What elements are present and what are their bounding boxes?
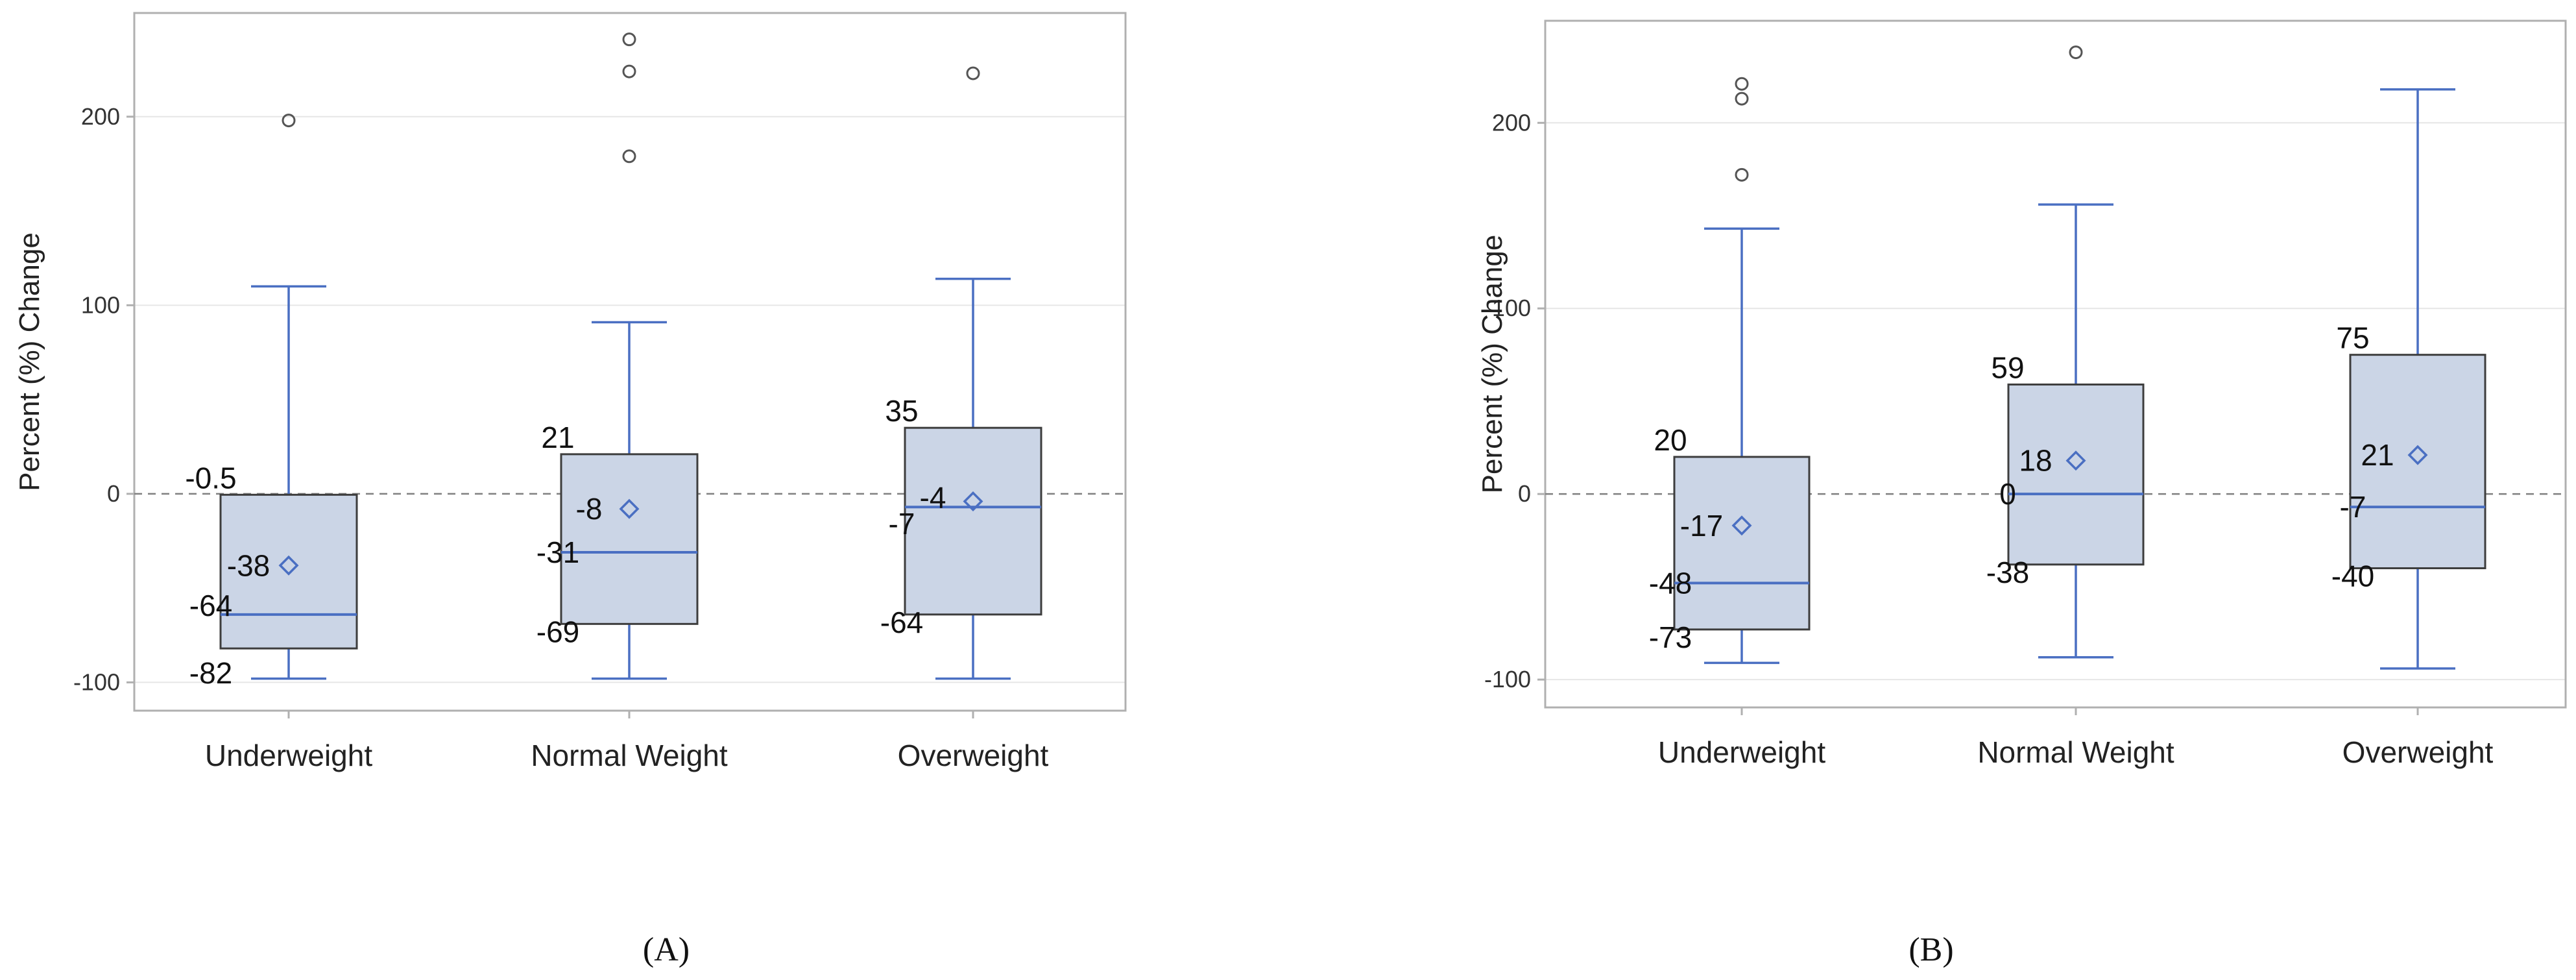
plot-frame (1544, 19, 2567, 709)
x-category-label: Normal Weight (1977, 735, 2174, 769)
y-tick-label: -100 (1484, 666, 1531, 692)
mean-marker (1731, 515, 1752, 536)
box-normal-weight: 21 -8 -31 -69 (536, 32, 699, 680)
panel-label: (B) (1908, 931, 1953, 968)
panel-label: (A) (643, 931, 690, 968)
y-tick-label: 200 (81, 103, 120, 130)
value-label: 75 (2336, 321, 2369, 355)
outlier-point (1735, 167, 1749, 182)
x-category-label: Underweight (1658, 735, 1825, 769)
y-tick-label: 100 (81, 291, 120, 318)
outlier-point (622, 149, 636, 164)
box-iqr (560, 453, 699, 625)
y-tick-label: 0 (107, 480, 120, 507)
box-overweight: 35 -4-7 -64 (880, 66, 1042, 680)
value-label: 21 (2361, 438, 2394, 472)
y-axis-title: Percent (%) Change (1476, 235, 1508, 494)
y-tick-label: 200 (1492, 109, 1531, 136)
outlier-point (966, 66, 980, 80)
box-normal-weight: 59 180 -38 (1986, 45, 2145, 659)
value-label: -4 (920, 481, 946, 515)
value-label: -0.5 (185, 461, 236, 495)
x-category-label: Overweight (2342, 735, 2494, 769)
value-label: -40 (2331, 559, 2374, 593)
outlier-point (1735, 92, 1749, 106)
outlier-point (622, 32, 636, 47)
box-iqr (2349, 354, 2486, 570)
box-iqr (904, 426, 1042, 616)
outlier-point (622, 64, 636, 79)
y-tick-label: 100 (1492, 295, 1531, 321)
y-tick-label: -100 (73, 668, 120, 695)
value-label: -64 (880, 606, 923, 639)
box-iqr (1673, 456, 1811, 631)
y-axis-title: Percent (%) Change (14, 232, 45, 491)
value-label: 21 (541, 421, 574, 454)
outlier-point (1735, 77, 1749, 91)
value-label: -73 (1649, 620, 1692, 654)
chart-panel-b: -100 0 100 200 Percent (%) Change 20 -17 -48 -73… (1476, 19, 2567, 968)
value-label: -7 (889, 507, 915, 541)
mean-marker (2065, 450, 2086, 471)
x-category-label: Overweight (898, 739, 1049, 772)
x-category-label: Underweight (205, 739, 372, 772)
box-iqr (2007, 383, 2145, 566)
x-category-label: Normal Weight (531, 739, 728, 772)
value-label: -38 (227, 548, 270, 582)
value-label: -38 (1986, 556, 2029, 589)
mean-marker (619, 498, 640, 519)
value-label: 18 (2019, 444, 2052, 478)
y-tick-label: 0 (1518, 480, 1531, 507)
value-label: -48 (1649, 566, 1692, 600)
box-underweight: 20 -17 -48 -73 (1649, 77, 1811, 665)
box-underweight: -0.5 -38 -64 -82 (185, 114, 358, 690)
value-label: 35 (885, 394, 918, 428)
value-label: 59 (1991, 350, 2024, 384)
mean-marker (2407, 445, 2428, 465)
outlier-point (2069, 45, 2083, 60)
mean-marker (963, 491, 983, 511)
box-iqr (219, 493, 358, 650)
box-overweight: 75 21 -7 -40 (2331, 88, 2486, 670)
outlier-point (282, 114, 296, 128)
value-label: -17 (1680, 509, 1723, 543)
value-label: 0 (1999, 477, 2016, 511)
value-label: -69 (536, 615, 579, 648)
value-label: -7 (2340, 490, 2366, 524)
value-label: -31 (536, 535, 579, 569)
mean-marker (278, 555, 299, 576)
value-label: -82 (189, 656, 232, 690)
value-label: -64 (189, 589, 232, 622)
value-label: -8 (576, 492, 603, 526)
value-label: 20 (1654, 423, 1687, 457)
